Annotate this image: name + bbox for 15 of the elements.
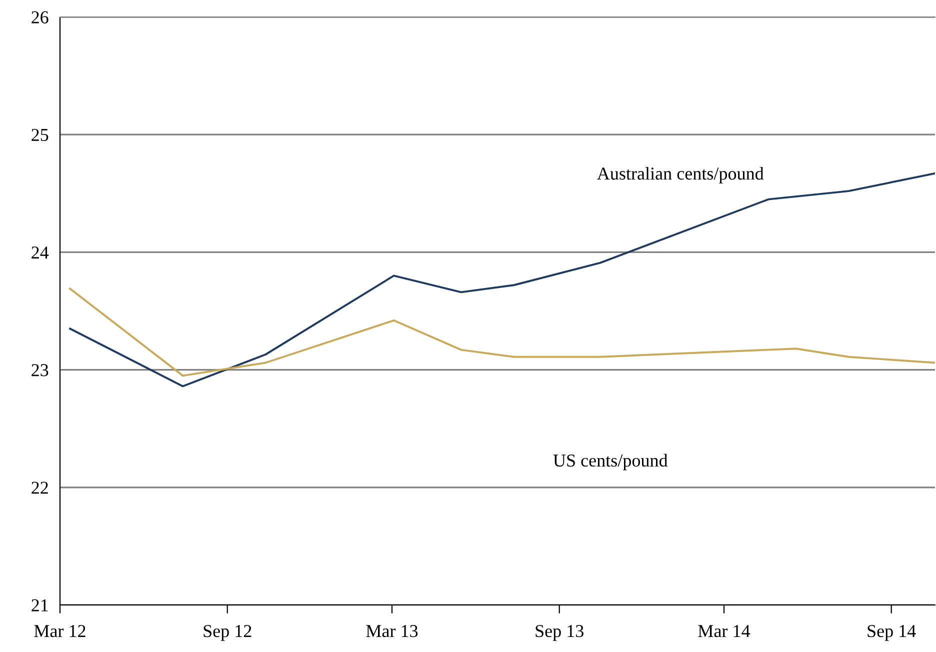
- y-tick-label: 26: [32, 11, 48, 24]
- x-tick-label: Sep 13: [536, 625, 584, 641]
- x-tick-label: Sep 12: [204, 625, 252, 641]
- x-tick-label: Sep 14: [868, 625, 916, 641]
- annotation: US cents/pound: [553, 454, 668, 470]
- x-tick-label: Mar 12: [34, 625, 86, 638]
- y-tick-label: 22: [32, 482, 48, 494]
- annotation: Australian cents/pound: [597, 166, 764, 184]
- x-tick-label: Mar 13: [366, 625, 418, 638]
- x-tick-label: Mar 14: [698, 625, 750, 638]
- y-tick-label: 21: [32, 599, 48, 612]
- y-tick-label: 24: [32, 246, 49, 258]
- y-tick-label: 25: [32, 128, 48, 142]
- line-series: [69, 288, 935, 377]
- y-tick-label: 23: [32, 364, 48, 376]
